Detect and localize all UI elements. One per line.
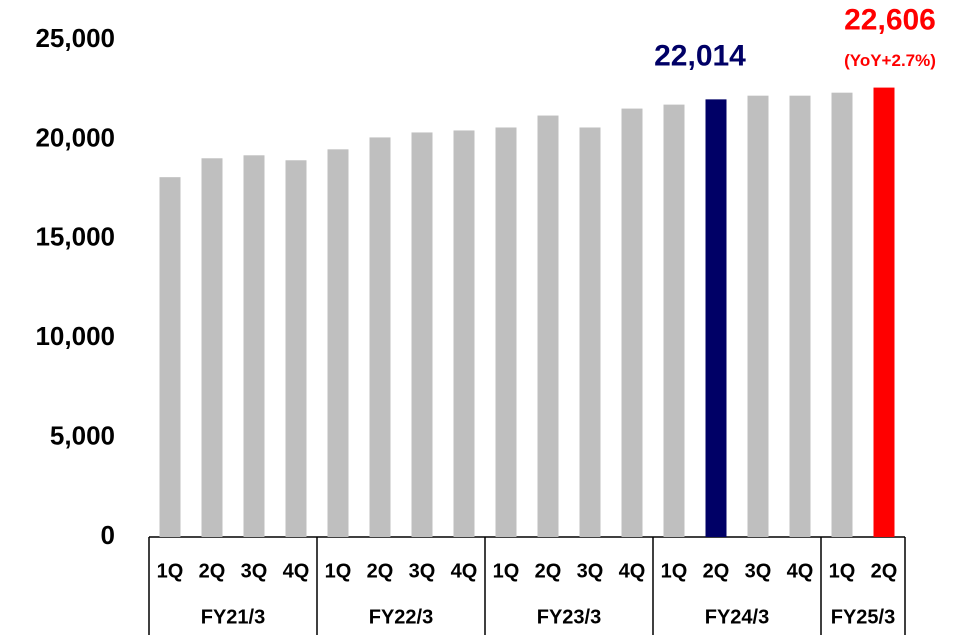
x-tick-label: 2Q [535, 560, 562, 582]
x-tick-label: 1Q [829, 560, 856, 582]
x-tick-label: 3Q [577, 560, 604, 582]
bar [621, 108, 643, 537]
y-tick-label: 5,000 [50, 420, 115, 450]
data-label: 22,014 [654, 39, 746, 72]
x-tick-label: 2Q [871, 560, 898, 582]
bar [201, 158, 223, 537]
bar [453, 130, 475, 538]
bar [705, 99, 727, 537]
group-label: FY22/3 [369, 606, 433, 628]
bar [747, 95, 769, 537]
x-tick-label: 3Q [409, 560, 436, 582]
group-label: FY24/3 [705, 606, 769, 628]
x-tick-label: 4Q [787, 560, 814, 582]
y-tick-label: 10,000 [35, 321, 115, 351]
x-tick-label: 3Q [745, 560, 772, 582]
x-tick-label: 2Q [367, 560, 394, 582]
y-tick-label: 20,000 [35, 122, 115, 152]
y-tick-label: 25,000 [35, 23, 115, 53]
bar [159, 177, 181, 537]
bar [327, 149, 349, 537]
group-label: FY25/3 [831, 606, 895, 628]
bar [831, 92, 853, 537]
x-tick-label: 2Q [199, 560, 226, 582]
x-tick-label: 4Q [451, 560, 478, 582]
x-tick-label: 1Q [493, 560, 520, 582]
x-tick-label: 1Q [325, 560, 352, 582]
data-label: 22,606 [844, 4, 936, 37]
bar [789, 95, 811, 537]
bar [579, 127, 601, 538]
x-tick-label: 3Q [241, 560, 268, 582]
x-tick-label: 4Q [619, 560, 646, 582]
bar [411, 132, 433, 537]
y-tick-label: 0 [101, 520, 115, 550]
bar [663, 104, 685, 538]
group-label: FY21/3 [201, 606, 265, 628]
bar [495, 127, 517, 538]
x-tick-label: 2Q [703, 560, 730, 582]
x-tick-label: 4Q [283, 560, 310, 582]
y-tick-label: 15,000 [35, 222, 115, 252]
x-tick-label: 1Q [157, 560, 184, 582]
bar [243, 155, 265, 537]
group-label: FY23/3 [537, 606, 601, 628]
bar [285, 160, 307, 538]
x-tick-label: 1Q [661, 560, 688, 582]
bar [369, 137, 391, 538]
annotation: (YoY+2.7%) [844, 51, 936, 70]
bar [873, 87, 895, 538]
bar [537, 115, 559, 537]
